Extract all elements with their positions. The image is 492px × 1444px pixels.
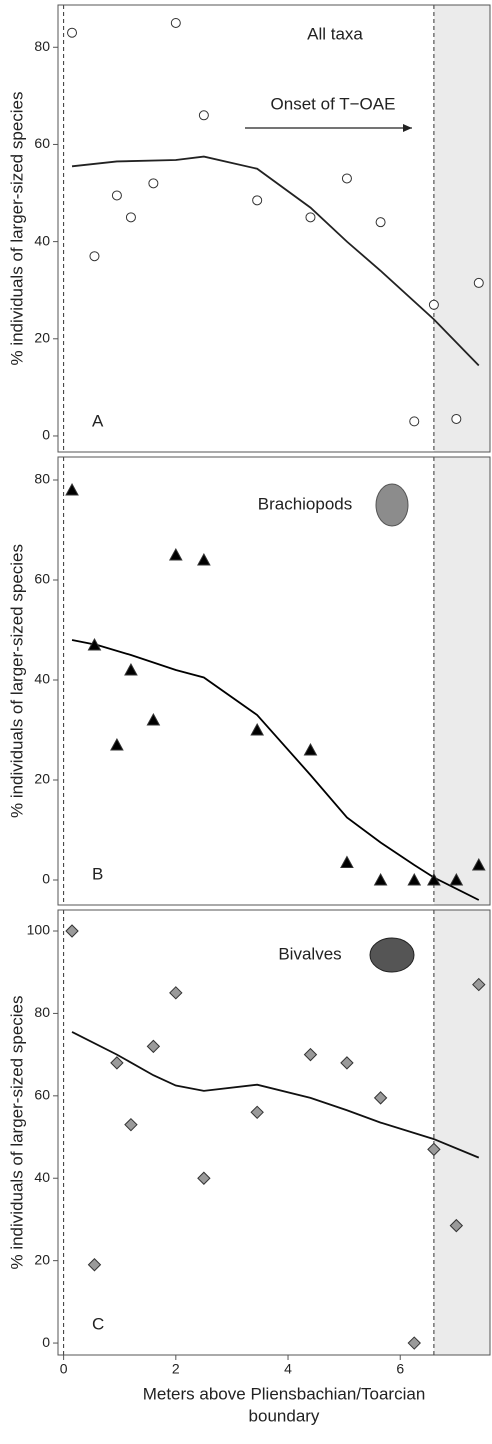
point xyxy=(147,1040,159,1052)
panel-title: Brachiopods xyxy=(258,494,353,513)
point xyxy=(342,174,351,183)
y-tick-label: 60 xyxy=(34,571,50,587)
point xyxy=(170,549,182,560)
y-tick-label: 20 xyxy=(34,771,50,787)
panel-title: Bivalves xyxy=(278,944,341,963)
chart: 020406080% individuals of larger-sized s… xyxy=(0,0,492,1439)
point xyxy=(304,1049,316,1061)
point xyxy=(429,300,438,309)
point xyxy=(408,1337,420,1349)
y-axis-label: % individuals of larger-sized species xyxy=(7,91,26,365)
shell-icon xyxy=(370,938,414,972)
point xyxy=(408,874,420,885)
y-tick-label: 60 xyxy=(34,135,50,151)
x-tick-label: 4 xyxy=(284,1361,292,1377)
x-tick-label: 2 xyxy=(172,1361,180,1377)
y-tick-label: 20 xyxy=(34,329,50,345)
y-tick-label: 40 xyxy=(34,232,50,248)
y-tick-label: 0 xyxy=(42,1334,50,1350)
y-axis-label: % individuals of larger-sized species xyxy=(7,544,26,818)
point xyxy=(198,554,210,565)
point xyxy=(376,218,385,227)
point xyxy=(111,739,123,750)
point xyxy=(375,874,387,885)
panel-label: C xyxy=(92,1314,104,1333)
annotation-arrowhead xyxy=(403,124,412,132)
panel-label: A xyxy=(92,411,104,430)
point xyxy=(304,744,316,755)
point xyxy=(125,664,137,675)
x-tick-label: 0 xyxy=(60,1361,68,1377)
y-tick-label: 80 xyxy=(34,1004,50,1020)
plot-frame xyxy=(58,910,490,1355)
point xyxy=(66,484,78,495)
point xyxy=(474,278,483,287)
plot-frame xyxy=(58,457,490,905)
shell xyxy=(376,484,408,526)
shaded-region xyxy=(434,457,490,905)
point xyxy=(251,724,263,735)
point xyxy=(147,714,159,725)
trend-line xyxy=(72,640,479,900)
y-tick-label: 40 xyxy=(34,671,50,687)
point xyxy=(68,28,77,37)
point xyxy=(375,1092,387,1104)
trend-line xyxy=(72,157,479,366)
point xyxy=(88,1259,100,1271)
point xyxy=(90,252,99,261)
point xyxy=(253,196,262,205)
point xyxy=(452,414,461,423)
point xyxy=(341,857,353,868)
point xyxy=(251,1106,263,1118)
plot-frame xyxy=(58,5,490,452)
y-tick-label: 0 xyxy=(42,427,50,443)
y-tick-label: 80 xyxy=(34,471,50,487)
y-tick-label: 80 xyxy=(34,38,50,54)
shell xyxy=(370,938,414,972)
y-tick-label: 100 xyxy=(27,922,51,938)
point xyxy=(149,179,158,188)
shaded-region xyxy=(434,5,490,452)
point xyxy=(126,213,135,222)
y-tick-label: 60 xyxy=(34,1087,50,1103)
panel-title: All taxa xyxy=(307,24,363,43)
panel-label: B xyxy=(92,864,103,883)
point xyxy=(198,1172,210,1184)
point xyxy=(341,1057,353,1069)
y-tick-label: 0 xyxy=(42,871,50,887)
shell-icon xyxy=(376,484,408,526)
shaded-region xyxy=(434,910,490,1355)
x-axis-label: boundary xyxy=(249,1406,320,1425)
point xyxy=(170,987,182,999)
point xyxy=(125,1119,137,1131)
x-axis-label: Meters above Pliensbachian/Toarcian xyxy=(143,1384,426,1403)
y-axis-label: % individuals of larger-sized species xyxy=(7,995,26,1269)
x-tick-label: 6 xyxy=(396,1361,404,1377)
y-tick-label: 20 xyxy=(34,1251,50,1267)
y-tick-label: 40 xyxy=(34,1169,50,1185)
point xyxy=(306,213,315,222)
annotation: Onset of T−OAE xyxy=(271,94,396,113)
point xyxy=(199,111,208,120)
trend-line xyxy=(72,1032,479,1158)
point xyxy=(112,191,121,200)
point xyxy=(410,417,419,426)
point xyxy=(66,925,78,937)
point xyxy=(171,18,180,27)
point xyxy=(111,1057,123,1069)
